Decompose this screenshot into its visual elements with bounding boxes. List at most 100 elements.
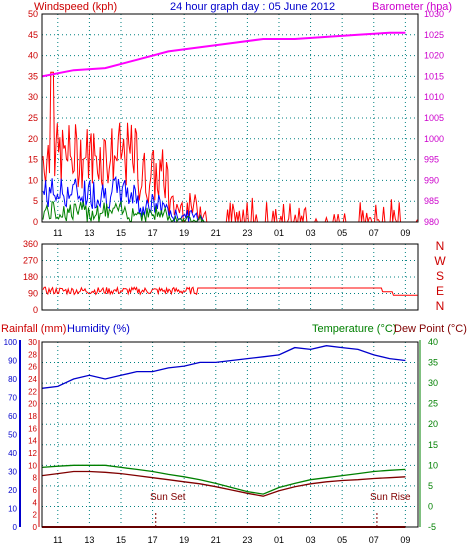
y-tick-right: 1030 [424, 9, 444, 19]
y-tick-temp: 25 [428, 399, 438, 409]
x-tick: 05 [337, 228, 347, 238]
rainfall-label: Rainfall (mm) [1, 323, 66, 335]
humidity-line [41, 345, 406, 389]
dewpoint-label: Dew Point (°C) [394, 323, 467, 335]
plot-frame [41, 341, 419, 528]
y-tick-right: 995 [424, 155, 439, 165]
barometer-label: Barometer (hpa) [372, 1, 452, 13]
y-tick-humidity: 40 [8, 449, 17, 458]
x-tick: 19 [179, 535, 189, 545]
y-tick-right: 980 [424, 217, 439, 227]
compass-label: N [436, 299, 445, 313]
x-tick: 09 [400, 228, 410, 238]
y-tick-left: 40 [28, 51, 38, 61]
x-tick: 05 [337, 535, 347, 545]
y-tick-temp: -5 [428, 522, 436, 532]
x-tick: 17 [148, 535, 158, 545]
y-tick-left: 35 [28, 71, 38, 81]
y-tick-right: 1000 [424, 134, 444, 144]
y-tick-humidity: 70 [8, 394, 17, 403]
plot-frame [41, 243, 419, 311]
y-tick-rain: 18 [28, 412, 37, 421]
y-tick-left: 30 [28, 92, 38, 102]
y-tick-temp: 40 [428, 337, 438, 347]
x-tick: 11 [53, 535, 62, 545]
x-tick: 01 [274, 535, 284, 545]
wind-gust-line [42, 71, 418, 223]
x-tick: 07 [369, 228, 379, 238]
y-tick-direction: 270 [23, 256, 38, 266]
y-tick-rain: 22 [28, 387, 37, 396]
y-tick-humidity: 90 [8, 357, 17, 366]
y-tick-rain: 12 [28, 449, 37, 458]
y-tick-rain: 30 [28, 338, 37, 347]
barometer-line [41, 31, 406, 78]
temperature-label: Temperature (°C) [312, 323, 396, 335]
y-tick-temp: 35 [428, 358, 438, 368]
y-tick-right: 1015 [424, 71, 444, 81]
y-tick-direction: 360 [23, 239, 38, 249]
y-tick-humidity: 50 [8, 431, 17, 440]
y-tick-humidity: 10 [8, 505, 17, 514]
x-tick: 11 [53, 228, 62, 238]
y-tick-rain: 10 [28, 461, 37, 470]
y-tick-left: 50 [28, 9, 38, 19]
y-tick-rain: 4 [33, 498, 38, 507]
sunset-label: Sun Set [150, 492, 186, 503]
y-tick-rain: 2 [33, 511, 38, 520]
y-tick-rain: 28 [28, 350, 37, 359]
compass-label: N [436, 239, 445, 253]
y-tick-right: 1020 [424, 51, 444, 61]
y-tick-rain: 14 [28, 437, 37, 446]
y-tick-temp: 20 [428, 419, 438, 429]
sunrise-label: Sun Rise [370, 492, 411, 503]
x-tick: 03 [306, 228, 316, 238]
y-tick-left: 45 [28, 30, 38, 40]
y-tick-rain: 6 [33, 486, 38, 495]
y-tick-rain: 26 [28, 363, 37, 372]
y-tick-right: 1010 [424, 92, 444, 102]
y-tick-left: 15 [28, 155, 38, 165]
compass-label: W [434, 254, 446, 268]
y-tick-rain: 0 [33, 523, 38, 532]
y-tick-right: 985 [424, 196, 439, 206]
y-tick-right: 1025 [424, 30, 444, 40]
y-tick-left: 0 [33, 217, 38, 227]
x-tick: 17 [148, 228, 158, 238]
y-tick-temp: 0 [428, 501, 433, 511]
wind-plot: 0510152025303540455098098599099510001005… [28, 9, 444, 238]
y-tick-right: 1005 [424, 113, 444, 123]
compass-label: S [436, 269, 444, 283]
x-tick: 07 [369, 535, 379, 545]
humidity-label: Humidity (%) [67, 323, 130, 335]
temp-humidity-plot: 0102030405060708090100024681012141618202… [4, 337, 438, 545]
y-tick-humidity: 20 [8, 486, 17, 495]
dewpoint-line [41, 470, 406, 497]
y-tick-temp: 10 [428, 460, 438, 470]
y-tick-humidity: 0 [13, 523, 18, 532]
temperature-line [41, 464, 406, 495]
y-tick-left: 25 [28, 113, 38, 123]
x-tick: 13 [84, 535, 94, 545]
compass-label: E [436, 284, 444, 298]
graph-title: 24 hour graph day : 05 June 2012 [170, 1, 335, 13]
y-tick-temp: 30 [428, 378, 438, 388]
plot-frame [41, 13, 419, 223]
direction-line [42, 285, 418, 296]
x-tick: 13 [84, 228, 94, 238]
y-tick-left: 5 [33, 196, 38, 206]
x-tick: 09 [400, 535, 410, 545]
y-tick-direction: 90 [28, 289, 38, 299]
y-tick-temp: 5 [428, 481, 433, 491]
windspeed-label: Windspeed (kph) [34, 1, 117, 13]
y-tick-left: 20 [28, 134, 38, 144]
x-tick: 15 [116, 228, 126, 238]
y-tick-rain: 24 [28, 375, 37, 384]
y-tick-humidity: 80 [8, 375, 17, 384]
y-tick-temp: 15 [428, 440, 438, 450]
y-tick-humidity: 100 [4, 338, 18, 347]
x-tick: 15 [116, 535, 126, 545]
x-tick: 23 [242, 535, 252, 545]
